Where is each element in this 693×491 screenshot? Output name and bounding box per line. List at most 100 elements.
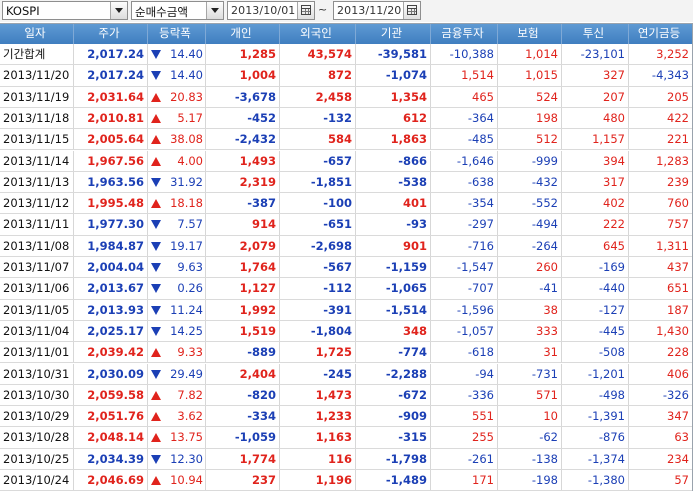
- cell-date: 2013/10/31: [0, 363, 74, 384]
- arrow-down-icon: [151, 369, 161, 379]
- date-to-calendar-button[interactable]: [403, 2, 420, 19]
- cell-individual: 1,774: [206, 448, 280, 469]
- table-row[interactable]: 2013/11/01 2,039.42 9.33 -889 1,725 -774 -618 3…: [0, 342, 693, 364]
- investor-trading-table: 일자 주가 등락폭 개인 외국인 기관 금융투자 보험 투신 연기금등 기간합계…: [0, 23, 693, 491]
- column-header-institution[interactable]: 기관: [356, 24, 431, 44]
- table-row[interactable]: 2013/10/30 2,059.58 7.82 -820 1,473 -672 -336 5…: [0, 384, 693, 407]
- cell-date: 2013/11/07: [0, 257, 74, 278]
- table-row[interactable]: 2013/11/20 2,017.24 14.40 1,004 872 -1,074 1,5…: [0, 65, 693, 87]
- cell-price: 2,017.24: [74, 65, 148, 86]
- cell-change: 14.40: [148, 44, 206, 65]
- column-header-financial-investment[interactable]: 금융투자: [431, 24, 498, 44]
- date-from-input[interactable]: 2013/10/01: [227, 1, 315, 20]
- cell-insurance: -731: [498, 363, 562, 384]
- table-row[interactable]: 2013/10/25 2,034.39 12.30 1,774 116 -1,798 -26…: [0, 448, 693, 470]
- cell-financial-investment: -1,057: [431, 320, 498, 342]
- arrow-down-icon: [151, 454, 161, 464]
- table-row[interactable]: 2013/10/31 2,030.09 29.49 2,404 -245 -2,288 -9…: [0, 363, 693, 385]
- arrow-down-icon: [151, 326, 161, 336]
- market-dropdown-button[interactable]: [110, 2, 127, 19]
- toolbar: KOSPI 순매수금액 2013/10/01 ~ 2013/11/20: [0, 0, 693, 22]
- cell-foreign: -567: [280, 257, 356, 278]
- cell-price: 2,048.14: [74, 427, 148, 448]
- cell-pension-funds: -326: [629, 384, 693, 406]
- table-row[interactable]: 2013/11/18 2,010.81 5.17 -452 -132 612 -364 198…: [0, 107, 693, 130]
- table-row[interactable]: 2013/10/29 2,051.76 3.62 -334 1,233 -909 551 10…: [0, 406, 693, 428]
- value-type-dropdown-button[interactable]: [206, 2, 223, 19]
- column-header-date[interactable]: 일자: [0, 24, 74, 44]
- column-header-individual[interactable]: 개인: [206, 24, 280, 44]
- cell-institution: -1,514: [356, 299, 431, 320]
- column-header-investment-trust[interactable]: 투신: [562, 24, 629, 44]
- cell-insurance: 10: [498, 406, 562, 427]
- cell-date: 2013/11/14: [0, 150, 74, 171]
- cell-pension-funds: 205: [629, 86, 693, 107]
- table-header-row: 일자 주가 등락폭 개인 외국인 기관 금융투자 보험 투신 연기금등: [0, 24, 693, 44]
- cell-financial-investment: -94: [431, 363, 498, 384]
- table-row[interactable]: 2013/11/11 1,977.30 7.57 914 -651 -93 -297 -494…: [0, 214, 693, 236]
- arrow-down-icon: [151, 241, 161, 251]
- cell-pension-funds: 63: [629, 427, 693, 448]
- table-row[interactable]: 2013/11/14 1,967.56 4.00 1,493 -657 -866 -1,64…: [0, 150, 693, 172]
- column-header-foreign[interactable]: 외국인: [280, 24, 356, 44]
- cell-individual: 1,285: [206, 44, 280, 65]
- cell-individual: 2,404: [206, 363, 280, 384]
- cell-investment-trust: 394: [562, 150, 629, 171]
- table-row[interactable]: 2013/11/08 1,984.87 19.17 2,079 -2,698 901 -71…: [0, 235, 693, 257]
- summary-row[interactable]: 기간합계 2,017.24 14.40 1,285 43,574 -39,581 -10,3…: [0, 44, 693, 66]
- cell-date: 2013/10/29: [0, 406, 74, 427]
- arrow-down-icon: [151, 177, 161, 187]
- date-from-calendar-button[interactable]: [297, 2, 314, 19]
- value-type-select[interactable]: 순매수금액: [131, 1, 224, 20]
- cell-foreign: -2,698: [280, 235, 356, 256]
- cell-pension-funds: 3,252: [629, 44, 693, 65]
- cell-financial-investment: 171: [431, 470, 498, 491]
- cell-foreign: 2,458: [280, 86, 356, 107]
- cell-foreign: 872: [280, 65, 356, 86]
- cell-price: 1,995.48: [74, 193, 148, 214]
- column-header-pension-funds[interactable]: 연기금등: [629, 24, 693, 44]
- cell-foreign: -100: [280, 193, 356, 214]
- cell-investment-trust: -169: [562, 257, 629, 278]
- table-row[interactable]: 2013/11/06 2,013.67 0.26 1,127 -112 -1,065 -70…: [0, 278, 693, 300]
- cell-foreign: -391: [280, 299, 356, 320]
- cell-date: 2013/11/08: [0, 235, 74, 256]
- cell-financial-investment: 551: [431, 406, 498, 427]
- cell-change: 0.26: [148, 278, 206, 299]
- table-row[interactable]: 2013/11/04 2,025.17 14.25 1,519 -1,804 348 -1,…: [0, 320, 693, 343]
- cell-date: 2013/11/04: [0, 320, 74, 342]
- column-header-price[interactable]: 주가: [74, 24, 148, 44]
- cell-insurance: -198: [498, 470, 562, 491]
- table-row[interactable]: 2013/11/13 1,963.56 31.92 2,319 -1,851 -538 -6…: [0, 171, 693, 194]
- calendar-icon: [301, 5, 311, 15]
- cell-price: 2,005.64: [74, 129, 148, 150]
- cell-change: 19.17: [148, 235, 206, 256]
- cell-financial-investment: -1,547: [431, 257, 498, 278]
- cell-institution: -866: [356, 150, 431, 171]
- cell-pension-funds: 221: [629, 129, 693, 150]
- change-value: 11.24: [170, 302, 203, 317]
- arrow-down-icon: [151, 305, 161, 315]
- cell-price: 1,967.56: [74, 150, 148, 171]
- cell-institution: -909: [356, 406, 431, 427]
- column-header-change[interactable]: 등락폭: [148, 24, 206, 44]
- table-row[interactable]: 2013/11/07 2,004.04 9.63 1,764 -567 -1,159 -1,…: [0, 257, 693, 279]
- table-row[interactable]: 2013/11/19 2,031.64 20.83 -3,678 2,458 1,354 4…: [0, 86, 693, 108]
- market-select[interactable]: KOSPI: [2, 1, 128, 20]
- cell-financial-investment: -354: [431, 193, 498, 214]
- column-header-insurance[interactable]: 보험: [498, 24, 562, 44]
- table-row[interactable]: 2013/10/28 2,048.14 13.75 -1,059 1,163 -315 25…: [0, 427, 693, 449]
- table-row[interactable]: 2013/11/15 2,005.64 38.08 -2,432 584 1,863 -48…: [0, 129, 693, 151]
- cell-price: 2,017.24: [74, 44, 148, 65]
- cell-price: 2,031.64: [74, 86, 148, 107]
- table-row[interactable]: 2013/11/05 2,013.93 11.24 1,992 -391 -1,514 -1…: [0, 299, 693, 321]
- table-row[interactable]: 2013/11/12 1,995.48 18.18 -387 -100 401 -354 -5…: [0, 193, 693, 215]
- table-row[interactable]: 2013/10/24 2,046.69 10.94 237 1,196 -1,489 171…: [0, 470, 693, 491]
- cell-change: 14.40: [148, 65, 206, 86]
- cell-insurance: -432: [498, 171, 562, 193]
- arrow-up-icon: [151, 433, 161, 443]
- cell-date: 2013/10/24: [0, 470, 74, 491]
- cell-insurance: -41: [498, 278, 562, 299]
- date-to-input[interactable]: 2013/11/20: [333, 1, 421, 20]
- cell-date: 2013/11/13: [0, 171, 74, 193]
